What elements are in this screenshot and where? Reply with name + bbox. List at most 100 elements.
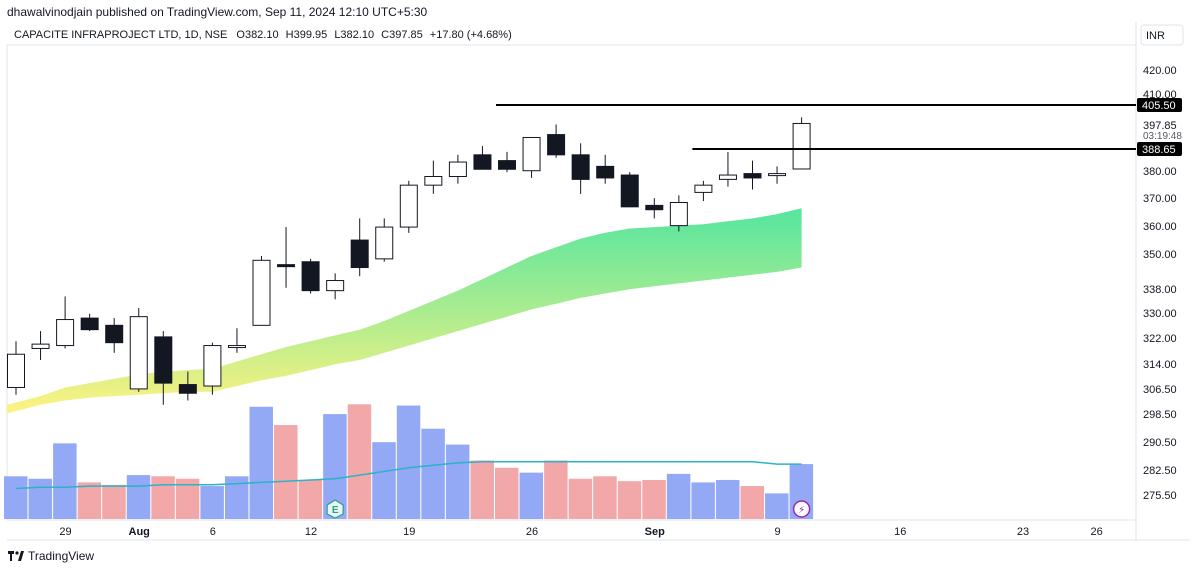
volume-bar bbox=[28, 478, 53, 519]
candle bbox=[596, 154, 615, 184]
volume-bar bbox=[519, 472, 544, 519]
candle-body bbox=[620, 174, 639, 208]
volume-bar bbox=[274, 425, 298, 519]
candle-body bbox=[571, 154, 590, 180]
candle bbox=[718, 151, 737, 187]
candle-body bbox=[105, 324, 124, 344]
candle-body bbox=[768, 173, 787, 177]
volume-bar bbox=[4, 476, 28, 519]
lightning-marker-label: ⚡ bbox=[798, 505, 805, 516]
x-tick-label: 23 bbox=[1017, 526, 1029, 538]
currency-button[interactable] bbox=[1140, 24, 1184, 46]
candle-body bbox=[350, 239, 369, 269]
y-tick-label: 290.50 bbox=[1143, 437, 1177, 449]
y-tick-label: 306.50 bbox=[1143, 384, 1177, 396]
candle-body bbox=[277, 264, 296, 268]
candle bbox=[56, 296, 75, 349]
volume-bar bbox=[421, 428, 445, 519]
y-tick-label: 330.00 bbox=[1143, 308, 1177, 320]
candle bbox=[252, 255, 271, 326]
candle bbox=[448, 154, 467, 184]
candle-body bbox=[448, 161, 467, 177]
volume-bar bbox=[765, 493, 789, 519]
candle bbox=[669, 195, 688, 232]
x-tick-label: 26 bbox=[1091, 526, 1103, 538]
volume-bar bbox=[298, 479, 323, 519]
candle bbox=[547, 124, 566, 158]
candle-body bbox=[694, 184, 713, 193]
candle-body bbox=[178, 384, 197, 394]
candle bbox=[768, 166, 787, 184]
publisher-line: dhawalvinodjain published on TradingView… bbox=[7, 5, 428, 19]
volume-bar bbox=[396, 405, 421, 519]
candle bbox=[80, 313, 99, 332]
volume-bar bbox=[495, 467, 519, 519]
volume-bar bbox=[544, 460, 568, 519]
candle-body bbox=[743, 173, 762, 179]
volume-bar bbox=[617, 481, 642, 519]
x-tick-label: 6 bbox=[210, 526, 216, 538]
candle-body bbox=[7, 353, 25, 388]
earnings-marker-icon[interactable] bbox=[326, 499, 344, 519]
countdown-label: 03:19:48 bbox=[1143, 131, 1182, 142]
y-tick-label: 380.00 bbox=[1143, 166, 1177, 178]
x-tick-label: Sep bbox=[645, 526, 665, 538]
volume-bar bbox=[77, 482, 102, 519]
candle-body bbox=[645, 204, 664, 211]
candle-body bbox=[203, 345, 222, 387]
candle bbox=[203, 342, 222, 395]
brand-name: TradingView bbox=[28, 549, 95, 563]
volume-bar bbox=[740, 486, 764, 519]
ma-cloud bbox=[7, 208, 802, 414]
y-tick-label: 360.00 bbox=[1143, 221, 1177, 233]
y-tick-label: 282.50 bbox=[1143, 465, 1177, 477]
candles bbox=[7, 117, 811, 405]
time-axis[interactable]: 29 Aug 6 12 19 26 Sep 9 16 23 26 bbox=[59, 526, 1102, 538]
candle bbox=[424, 160, 443, 194]
candle bbox=[129, 307, 148, 392]
candle bbox=[154, 331, 173, 405]
volume-bar bbox=[53, 443, 77, 519]
candle-body bbox=[375, 226, 394, 260]
chart-legend: CAPACITE INFRAPROJECT LTD, 1D, NSE O382.… bbox=[14, 29, 512, 41]
y-tick-label: 338.00 bbox=[1143, 284, 1177, 296]
cloud-band bbox=[7, 208, 802, 414]
volume-bar bbox=[715, 479, 740, 519]
legend-title: CAPACITE INFRAPROJECT LTD, 1D, NSE bbox=[14, 29, 227, 41]
legend-close: C397.85 bbox=[381, 29, 423, 41]
y-tick-label: 420.00 bbox=[1143, 65, 1177, 77]
legend-change: +17.80 (+4.68%) bbox=[430, 29, 512, 41]
event-markers[interactable]: E ⚡ bbox=[326, 499, 811, 519]
x-tick-label: 29 bbox=[59, 526, 71, 538]
tradingview-logo-icon bbox=[8, 551, 24, 561]
volume-bar bbox=[347, 404, 372, 519]
y-tick-label: 298.50 bbox=[1143, 409, 1177, 421]
candle bbox=[571, 143, 590, 194]
candle-body bbox=[669, 202, 688, 227]
volume-bar bbox=[175, 478, 200, 519]
candle-body bbox=[718, 174, 737, 180]
candle-body bbox=[80, 317, 99, 331]
candle bbox=[7, 341, 25, 395]
y-tick-label: 397.85 bbox=[1143, 120, 1177, 132]
earnings-marker-label: E bbox=[332, 505, 339, 516]
volume-bar bbox=[224, 476, 249, 519]
tradingview-brand: TradingView bbox=[8, 549, 94, 563]
dividend-marker-icon[interactable] bbox=[792, 500, 811, 518]
candle-body bbox=[31, 343, 50, 349]
x-tick-label: 19 bbox=[403, 526, 415, 538]
horizontal-levels[interactable]: 405.50 388.65 bbox=[496, 98, 1182, 156]
volume-bar bbox=[372, 442, 396, 519]
candle bbox=[326, 273, 345, 300]
volume-ma-line bbox=[15, 460, 802, 490]
volume-bar bbox=[102, 484, 126, 519]
legend-high: H399.95 bbox=[286, 29, 328, 41]
candle bbox=[301, 258, 320, 294]
price-axis[interactable]: 420.00 410.00 397.85 380.00 370.00 360.00 350.… bbox=[1143, 65, 1182, 502]
candle bbox=[792, 117, 811, 170]
volume-bar bbox=[151, 476, 175, 519]
volume-bar bbox=[249, 406, 273, 519]
candle-body bbox=[522, 136, 541, 172]
candle bbox=[105, 318, 124, 353]
